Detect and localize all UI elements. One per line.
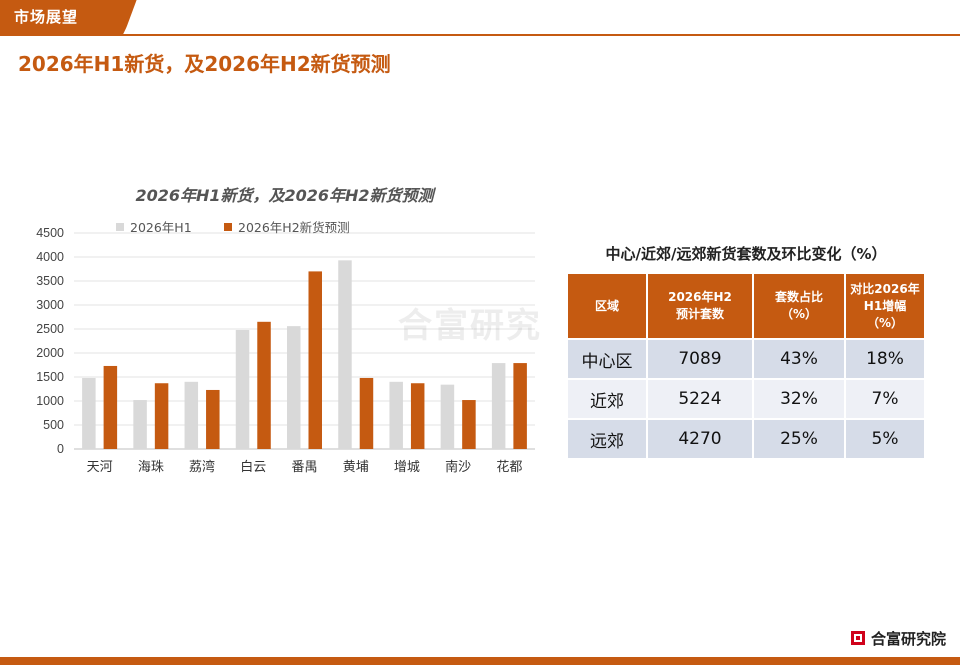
- table-title: 中心/近郊/远郊新货套数及环比变化（%）: [605, 245, 887, 263]
- section-tag-bar: [0, 0, 140, 34]
- header-rule: [0, 34, 960, 36]
- bar-h2-forecast: [257, 321, 271, 449]
- y-tick-label: 4000: [36, 250, 64, 264]
- table-header-region: 区域: [566, 272, 648, 340]
- y-tick-label: 4500: [36, 226, 64, 240]
- footer-brand: 合富研究院: [850, 628, 946, 648]
- footer-bar: [0, 657, 960, 665]
- y-tick-label: 2500: [36, 322, 64, 336]
- legend-swatch: [224, 223, 232, 231]
- table-row: 近郊 5224 32% 7%: [566, 378, 926, 420]
- chart-title: 2026年H1新货，及2026年H2新货预测: [135, 186, 436, 205]
- bar-h1: [389, 381, 403, 449]
- x-tick-label: 南沙: [445, 459, 471, 475]
- legend-swatch: [116, 223, 124, 231]
- table-cell-region: 近郊: [566, 378, 648, 420]
- table-row: 远郊 4270 25% 5%: [566, 418, 926, 460]
- legend-label: 2026年H1: [130, 220, 192, 235]
- table-header-growth: 对比2026年 H1增幅（%）: [844, 272, 926, 340]
- bar-h1: [82, 377, 96, 449]
- table-cell-growth: 5%: [844, 418, 926, 460]
- bar-h1: [338, 260, 352, 449]
- x-tick-label: 天河: [87, 460, 113, 475]
- bar-h2-forecast: [308, 271, 322, 449]
- bar-h1: [184, 381, 199, 449]
- region-table: 区域 2026年H2 预计套数 套数占比 （%） 对比2026年 H1增幅（%）…: [566, 272, 926, 460]
- bar-h1: [491, 363, 506, 449]
- table-cell-growth: 18%: [844, 338, 926, 380]
- x-tick-label: 黄埔: [343, 460, 369, 475]
- bar-h1: [133, 400, 147, 449]
- bar-h2-forecast: [513, 363, 527, 449]
- x-tick-label: 增城: [394, 460, 420, 475]
- table-cell-count: 5224: [646, 378, 754, 420]
- bar-h1: [440, 384, 455, 449]
- table-cell-share: 32%: [752, 378, 846, 420]
- table-cell-growth: 7%: [844, 378, 926, 420]
- legend-label: 2026年H2新货预测: [238, 220, 350, 235]
- brand-logo-icon: [850, 631, 865, 645]
- table-cell-count: 7089: [646, 338, 754, 380]
- bar-h1: [235, 329, 250, 449]
- bar-h1: [287, 326, 301, 449]
- y-tick-label: 2000: [36, 346, 64, 360]
- y-tick-label: 1000: [36, 394, 64, 408]
- y-tick-label: 500: [43, 418, 64, 432]
- bar-chart: 2026年H1新货，及2026年H2新货预测 0 500 1000 1500 2000 25…: [36, 186, 535, 475]
- y-tick-label: 1500: [36, 370, 64, 384]
- x-tick-label: 白云: [240, 459, 266, 475]
- y-tick-label: 3500: [36, 274, 64, 288]
- bar-h2-forecast: [462, 400, 476, 449]
- brand-name: 合富研究院: [870, 629, 946, 648]
- x-tick-label: 花都: [496, 459, 522, 475]
- table-cell-share: 25%: [752, 418, 846, 460]
- table-header-share: 套数占比 （%）: [752, 272, 846, 340]
- table-header-count: 2026年H2 预计套数: [646, 272, 754, 340]
- table-cell-share: 43%: [752, 338, 846, 380]
- table-header-row: 区域 2026年H2 预计套数 套数占比 （%） 对比2026年 H1增幅（%）: [566, 272, 926, 340]
- bar-h2-forecast: [154, 383, 169, 449]
- bar-h2-forecast: [103, 365, 118, 449]
- table-cell-region: 中心区: [566, 338, 648, 380]
- x-tick-label: 荔湾: [189, 459, 215, 475]
- table-row: 中心区 7089 43% 18%: [566, 338, 926, 380]
- bar-h2-forecast: [206, 389, 220, 449]
- table-cell-count: 4270: [646, 418, 754, 460]
- x-tick-label: 番禺: [291, 460, 317, 475]
- section-tag: 市场展望: [14, 8, 79, 26]
- bar-h2-forecast: [410, 383, 425, 449]
- y-tick-label: 0: [57, 442, 64, 456]
- watermark: 合富研究: [398, 306, 542, 346]
- x-tick-label: 海珠: [138, 460, 164, 475]
- page-title: 2026年H1新货，及2026年H2新货预测: [18, 52, 391, 76]
- y-tick-label: 3000: [36, 298, 64, 312]
- table-cell-region: 远郊: [566, 418, 648, 460]
- bar-h2-forecast: [359, 377, 374, 449]
